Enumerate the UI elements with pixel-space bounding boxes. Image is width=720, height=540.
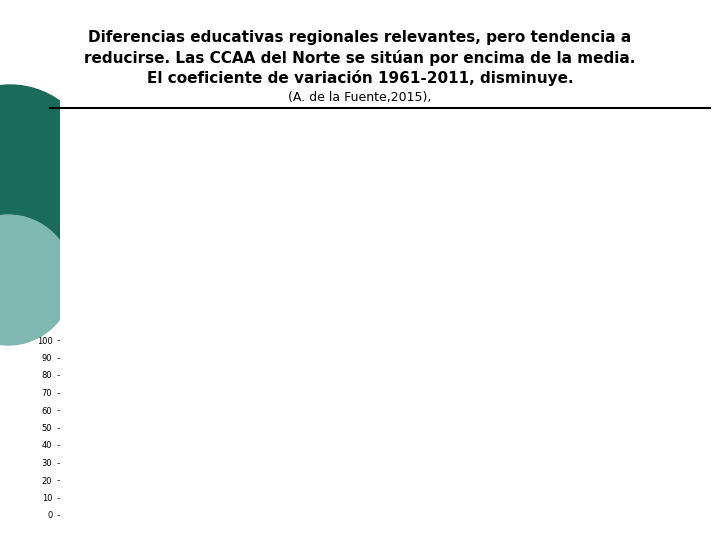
Bar (160, 156, 174, 532)
Bar (667, 246, 680, 532)
Bar (442, 214, 456, 532)
Bar (491, 204, 504, 532)
Bar (89, 133, 103, 532)
Bar (631, 227, 645, 532)
Circle shape (0, 85, 95, 255)
Bar (456, 227, 469, 532)
Bar (526, 230, 539, 532)
Bar (138, 201, 152, 532)
Text: Gráfico 6: Coeficiente de variación de los años medios de formación (1960 = 100): Gráfico 6: Coeficiente de variación de l… (60, 330, 415, 339)
Bar (420, 217, 433, 532)
Bar (315, 220, 328, 532)
Text: reducirse. Las CCAA del Norte se sitúan por encima de la media.: reducirse. Las CCAA del Norte se sitúan … (84, 50, 636, 66)
Bar (125, 156, 138, 532)
Bar (230, 172, 244, 532)
Text: El coeficiente de variación 1961-2011, disminuye.: El coeficiente de variación 1961-2011, d… (147, 70, 573, 86)
Bar (562, 217, 575, 532)
Bar (385, 207, 398, 532)
Bar (583, 256, 597, 532)
Title: Gráfico 5: Años medios normalizados de formación, 1960 y 2011
España = 100: Gráfico 5: Años medios normalizados de f… (248, 89, 521, 109)
Bar (195, 165, 209, 532)
Bar (477, 214, 491, 532)
Bar (513, 233, 526, 532)
Text: (A. de la Fuente,2015),: (A. de la Fuente,2015), (288, 91, 432, 104)
Bar (209, 207, 222, 532)
Bar (548, 243, 562, 532)
Bar (407, 211, 420, 532)
Bar (372, 191, 385, 532)
Bar (266, 178, 279, 532)
Bar (301, 178, 315, 532)
Bar (103, 172, 117, 532)
Bar (336, 149, 350, 532)
Bar (654, 263, 667, 532)
Bar (597, 237, 610, 532)
Bar (350, 201, 363, 532)
Legend: 1960, 2011: 1960, 2011 (343, 334, 426, 349)
Bar (244, 194, 257, 532)
Bar (174, 191, 187, 532)
Circle shape (0, 215, 73, 345)
Text: Diferencias educativas regionales relevantes, pero tendencia a: Diferencias educativas regionales releva… (89, 30, 631, 45)
Bar (279, 217, 292, 532)
Bar (618, 260, 631, 532)
